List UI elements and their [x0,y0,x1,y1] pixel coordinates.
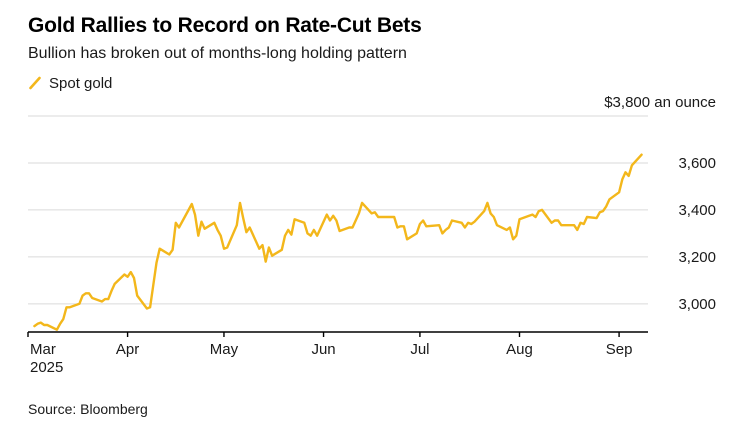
x-tick-sublabel: 2025 [30,359,63,376]
chart-svg: 3,000 3,200 3,400 3,600 $3,800 an ounce Mar20… [27,94,716,376]
source-label: Source: Bloomberg [28,401,148,417]
x-tick-label: Aug [506,341,533,358]
x-tick-label: Sep [606,341,633,358]
legend: Spot gold [28,74,719,92]
x-tick-label: Mar [30,341,56,358]
spot-gold-line [33,153,643,331]
chart-subtitle: Bullion has broken out of months-long ho… [28,45,407,63]
x-tick-label: Jul [410,341,429,358]
x-tick-label: Apr [116,341,139,358]
x-tick-label: Jun [311,341,335,358]
y-axis-unit-label: $3,800 an ounce [604,94,716,111]
chart-header: Gold Rallies to Record on Rate-Cut Bets … [0,0,747,92]
legend-line-icon [29,76,41,90]
y-tick-label: 3,000 [678,296,716,313]
y-tick-label: 3,400 [678,202,716,219]
legend-line-swatch [29,76,41,90]
chart-title: Gold Rallies to Record on Rate-Cut Bets [28,14,422,37]
y-tick-label: 3,200 [678,249,716,266]
legend-label: Spot gold [49,74,113,92]
y-tick-label: 3,600 [678,155,716,172]
x-tick-label: May [210,341,239,358]
